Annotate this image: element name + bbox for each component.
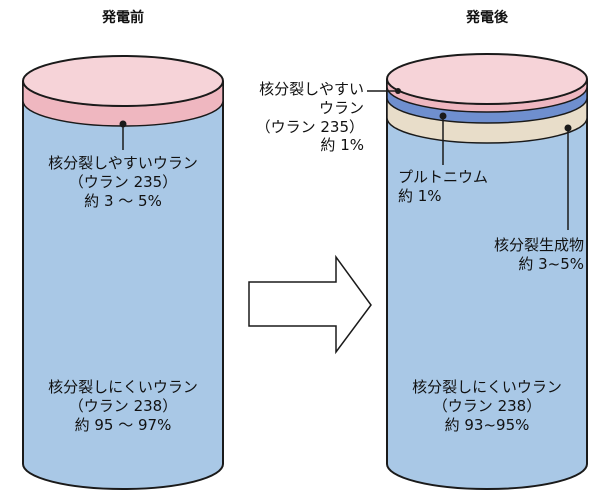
after-uranium235-dot [395, 88, 401, 94]
after-plutonium-name: プルトニウム [398, 168, 489, 186]
after-uranium235-name-line1: 核分裂しやすい [259, 80, 364, 98]
right-arrow [248, 254, 372, 355]
before-uranium238-ratio: 約 95 ～ 97% [74, 415, 172, 434]
before-uranium235-ratio: 約 3 ～ 5% [84, 191, 162, 210]
after-title: 発電後 [466, 10, 508, 26]
after-uranium235-name-line2: ウラン [318, 98, 364, 117]
before-uranium238-name: 核分裂しにくいウラン [48, 378, 198, 396]
after-fission-products-name: 核分裂生成物 [493, 236, 584, 254]
after-fission-products-block: 核分裂生成物 約 3~5% [440, 236, 584, 274]
after-uranium238-name: 核分裂しにくいウラン [412, 378, 562, 396]
after-uranium235-isotope: （ウラン 235） [255, 117, 364, 136]
before-uranium235-block: 核分裂しやすいウラン （ウラン 235） 約 3 ～ 5% [23, 154, 223, 210]
before-uranium238-isotope: （ウラン 238） [68, 396, 178, 415]
before-uranium238-block: 核分裂しにくいウラン （ウラン 238） 約 95 ～ 97% [23, 378, 223, 434]
after-plutonium-ratio: 約 1% [398, 186, 442, 205]
after-uranium238-ratio: 約 93~95% [444, 415, 530, 434]
after-uranium238-isotope: （ウラン 238） [432, 396, 542, 415]
after-uranium238-block: 核分裂しにくいウラン （ウラン 238） 約 93~95% [387, 378, 587, 434]
after-fission-products-dot [564, 124, 572, 132]
after-plutonium-block: プルトニウム 約 1% [398, 168, 528, 206]
before-title: 発電前 [102, 10, 144, 26]
after-uranium235-block: 核分裂しやすい ウラン （ウラン 235） 約 1% [226, 80, 364, 155]
before-cylinder-top [22, 55, 224, 107]
after-uranium235-ratio: 約 1% [320, 136, 364, 155]
cylinder-before [22, 55, 224, 490]
after-cylinder-top [386, 53, 588, 105]
after-plutonium-dot [439, 112, 447, 120]
after-fission-products-ratio: 約 3~5% [518, 254, 584, 273]
before-uranium235-name: 核分裂しやすいウラン [48, 154, 198, 172]
before-uranium235-dot [119, 120, 127, 128]
cylinder-after [367, 53, 588, 490]
before-uranium235-isotope: （ウラン 235） [68, 172, 178, 191]
